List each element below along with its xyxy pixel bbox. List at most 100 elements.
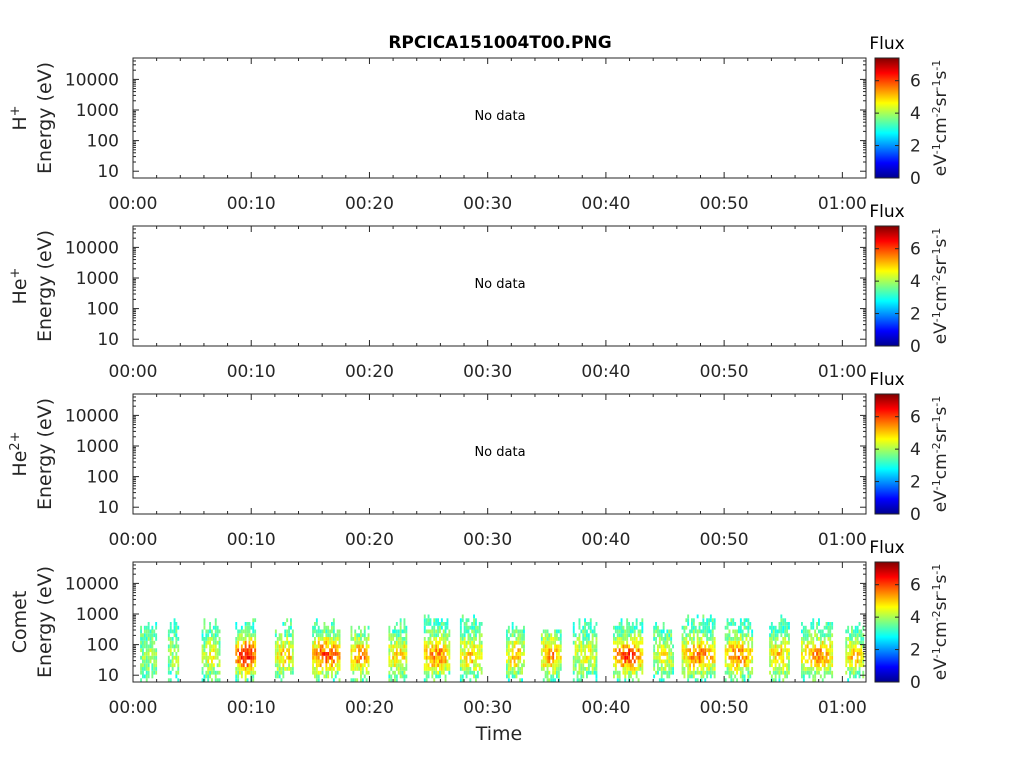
heatmap-cell bbox=[653, 655, 656, 660]
heatmap-cell bbox=[804, 670, 807, 675]
heatmap-cell bbox=[702, 633, 705, 638]
heatmap-cell bbox=[274, 652, 277, 656]
heatmap-cell bbox=[284, 644, 287, 649]
heatmap-cell bbox=[435, 622, 438, 626]
heatmap-cell bbox=[698, 652, 701, 656]
heatmap-cell bbox=[519, 678, 522, 683]
heatmap-cell bbox=[403, 622, 406, 626]
heatmap-cell bbox=[626, 622, 629, 626]
heatmap-cell bbox=[431, 655, 434, 660]
heatmap-cell bbox=[473, 637, 475, 641]
heatmap-cell bbox=[317, 625, 320, 630]
heatmap-cell bbox=[209, 637, 211, 641]
heatmap-cell bbox=[780, 655, 783, 660]
heatmap-cell bbox=[352, 678, 355, 683]
x-tick-label: 00:30 bbox=[463, 698, 512, 718]
heatmap-cell bbox=[425, 622, 428, 626]
x-tick-label: 01:00 bbox=[818, 362, 867, 382]
y-tick-label: 1000 bbox=[76, 605, 119, 625]
heatmap-cell bbox=[167, 655, 170, 660]
heatmap-cell bbox=[630, 625, 632, 630]
heatmap-cell bbox=[395, 652, 398, 656]
heatmap-cell bbox=[732, 648, 735, 653]
heatmap-cell bbox=[818, 663, 820, 668]
heatmap-cell bbox=[831, 663, 834, 668]
heatmap-cell bbox=[246, 629, 249, 634]
heatmap-cell bbox=[177, 659, 180, 664]
heatmap-cell bbox=[694, 678, 697, 683]
heatmap-cell bbox=[741, 644, 744, 649]
heatmap-cell bbox=[689, 659, 691, 664]
heatmap-cell bbox=[584, 637, 586, 641]
heatmap-cell bbox=[782, 670, 785, 675]
heatmap-cell bbox=[440, 670, 443, 675]
heatmap-cell bbox=[423, 618, 426, 623]
heatmap-cell bbox=[749, 670, 752, 675]
heatmap-cell bbox=[818, 618, 820, 623]
heatmap-cell bbox=[214, 670, 217, 675]
heatmap-cell bbox=[439, 655, 441, 660]
heatmap-cell bbox=[444, 629, 447, 634]
heatmap-cell bbox=[578, 644, 581, 649]
heatmap-cell bbox=[405, 644, 408, 649]
heatmap-cell bbox=[463, 655, 466, 660]
heatmap-cell bbox=[435, 637, 438, 641]
heatmap-cell bbox=[582, 667, 585, 671]
heatmap-cell bbox=[519, 637, 522, 641]
heatmap-cell bbox=[691, 629, 693, 634]
heatmap-cell bbox=[683, 637, 686, 641]
heatmap-cell bbox=[641, 648, 644, 653]
heatmap-cell bbox=[801, 659, 803, 664]
heatmap-cell bbox=[591, 640, 594, 645]
heatmap-cell bbox=[626, 652, 629, 656]
heatmap-cell bbox=[177, 667, 180, 671]
heatmap-cell bbox=[825, 625, 828, 630]
heatmap-cell bbox=[801, 629, 803, 634]
heatmap-cell bbox=[739, 629, 742, 634]
heatmap-cell bbox=[589, 640, 592, 645]
heatmap-cell bbox=[572, 678, 575, 683]
heatmap-cell bbox=[657, 659, 659, 664]
heatmap-cell bbox=[203, 625, 206, 630]
heatmap-cell bbox=[173, 629, 176, 634]
heatmap-cell bbox=[730, 667, 733, 671]
heatmap-cell bbox=[244, 637, 247, 641]
heatmap-cell bbox=[823, 659, 826, 664]
heatmap-cell bbox=[358, 667, 360, 671]
heatmap-cell bbox=[812, 618, 815, 623]
x-tick-label: 00:00 bbox=[109, 698, 158, 718]
x-tick-label: 00:20 bbox=[345, 194, 394, 214]
heatmap-cell bbox=[473, 633, 475, 638]
heatmap-cell bbox=[336, 644, 339, 649]
heatmap-cell bbox=[685, 655, 688, 660]
heatmap-cell bbox=[784, 629, 787, 634]
heatmap-cell bbox=[595, 633, 598, 638]
heatmap-cell bbox=[327, 652, 330, 656]
heatmap-cell bbox=[471, 648, 474, 653]
heatmap-cell bbox=[574, 652, 577, 656]
heatmap-cell bbox=[639, 637, 642, 641]
heatmap-cell bbox=[784, 644, 787, 649]
heatmap-cell bbox=[171, 644, 174, 649]
heatmap-cell bbox=[336, 648, 339, 653]
heatmap-cell bbox=[506, 674, 508, 679]
heatmap-cell bbox=[559, 648, 562, 653]
heatmap-cell bbox=[317, 663, 320, 668]
heatmap-cell bbox=[655, 625, 657, 630]
heatmap-cell bbox=[556, 629, 558, 634]
heatmap-cell bbox=[696, 644, 699, 649]
heatmap-cell bbox=[354, 648, 357, 653]
heatmap-cell bbox=[284, 652, 287, 656]
heatmap-cell bbox=[552, 667, 555, 671]
heatmap-cell bbox=[741, 670, 744, 675]
heatmap-cell bbox=[747, 678, 750, 683]
heatmap-cell bbox=[439, 637, 441, 641]
heatmap-cell bbox=[312, 655, 314, 660]
heatmap-cell bbox=[237, 659, 240, 664]
heatmap-cell bbox=[205, 644, 208, 649]
heatmap-cell bbox=[572, 663, 575, 668]
heatmap-cell bbox=[689, 655, 691, 660]
heatmap-cell bbox=[696, 670, 699, 675]
heatmap-cell bbox=[595, 674, 598, 679]
heatmap-cell bbox=[706, 625, 709, 630]
